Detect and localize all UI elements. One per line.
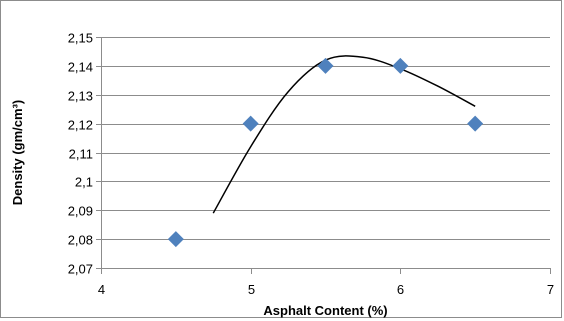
y-tick-label: 2,1 (75, 175, 93, 190)
y-tick-label: 2,08 (68, 233, 93, 248)
y-tick-label: 2,14 (68, 60, 93, 75)
y-tick-labels: 2,07 2,08 2,09 2,1 2,11 2,12 2,13 2,14 2,15 (68, 31, 93, 277)
axes (96, 37, 551, 274)
data-points (167, 57, 484, 248)
y-tick-label: 2,07 (68, 262, 93, 277)
grid-lines (101, 37, 550, 240)
x-axis-title: Asphalt Content (%) (263, 303, 387, 318)
y-axis-title: Density (gm/cm³) (10, 100, 25, 205)
x-tick-label: 5 (248, 282, 255, 297)
y-tick-label: 2,11 (69, 147, 93, 162)
data-point-marker (167, 231, 184, 248)
data-point-marker (242, 115, 259, 132)
data-point-marker (392, 57, 409, 74)
data-point-marker (317, 57, 334, 74)
y-tick-label: 2,13 (68, 89, 93, 104)
x-tick-label: 6 (397, 282, 404, 297)
y-tick-label: 2,15 (68, 31, 93, 46)
trendline (212, 55, 476, 214)
data-point-marker (467, 115, 484, 132)
y-tick-label: 2,09 (68, 204, 93, 219)
y-tick-label: 2,12 (68, 118, 93, 133)
x-tick-labels: 4 5 6 7 (98, 282, 554, 297)
x-tick-label: 4 (98, 282, 105, 297)
x-tick-label: 7 (547, 282, 554, 297)
